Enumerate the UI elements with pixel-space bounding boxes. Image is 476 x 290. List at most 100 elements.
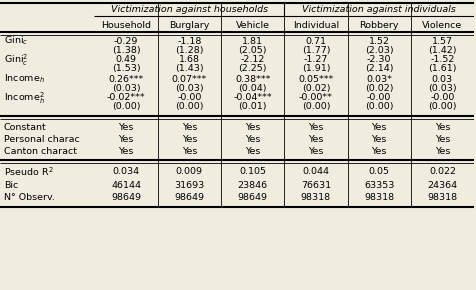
Text: Victimization against households: Victimization against households bbox=[110, 5, 268, 14]
Text: (1.38): (1.38) bbox=[111, 46, 140, 55]
Text: Yes: Yes bbox=[118, 124, 133, 133]
Text: 1.57: 1.57 bbox=[431, 37, 452, 46]
Text: -1.27: -1.27 bbox=[303, 55, 327, 64]
Text: Yes: Yes bbox=[434, 135, 449, 144]
Text: 0.05***: 0.05*** bbox=[298, 75, 333, 84]
Text: 98649: 98649 bbox=[111, 193, 141, 202]
Text: (0.00): (0.00) bbox=[111, 102, 140, 111]
Text: Yes: Yes bbox=[371, 148, 386, 157]
Text: (1.61): (1.61) bbox=[427, 64, 456, 73]
Text: 98649: 98649 bbox=[237, 193, 267, 202]
Text: (0.03): (0.03) bbox=[111, 84, 140, 93]
Text: (1.91): (1.91) bbox=[301, 64, 329, 73]
Text: (0.00): (0.00) bbox=[427, 102, 456, 111]
Text: Gini$_c^2$: Gini$_c^2$ bbox=[4, 52, 28, 68]
Text: (1.28): (1.28) bbox=[175, 46, 203, 55]
Text: Pseudo R$^2$: Pseudo R$^2$ bbox=[4, 166, 53, 178]
Text: 31693: 31693 bbox=[174, 180, 204, 189]
Text: 0.022: 0.022 bbox=[428, 168, 455, 177]
Text: 0.26***: 0.26*** bbox=[108, 75, 143, 84]
Text: 0.105: 0.105 bbox=[238, 168, 266, 177]
Text: 98318: 98318 bbox=[426, 193, 456, 202]
Text: Yes: Yes bbox=[307, 135, 323, 144]
Text: -0.00: -0.00 bbox=[429, 93, 454, 102]
Text: -0.04***: -0.04*** bbox=[233, 93, 271, 102]
Text: (2.25): (2.25) bbox=[238, 64, 266, 73]
Text: (0.00): (0.00) bbox=[175, 102, 203, 111]
Text: Personal charac: Personal charac bbox=[4, 135, 79, 144]
Text: (0.03): (0.03) bbox=[175, 84, 203, 93]
Text: 63353: 63353 bbox=[363, 180, 394, 189]
Text: (1.77): (1.77) bbox=[301, 46, 329, 55]
Text: Bic: Bic bbox=[4, 180, 18, 189]
Text: Yes: Yes bbox=[371, 135, 386, 144]
Text: -1.18: -1.18 bbox=[177, 37, 201, 46]
Text: Income$_h$: Income$_h$ bbox=[4, 73, 45, 85]
Text: Yes: Yes bbox=[181, 148, 197, 157]
Text: Yes: Yes bbox=[118, 135, 133, 144]
Text: 46144: 46144 bbox=[111, 180, 141, 189]
Text: Yes: Yes bbox=[181, 124, 197, 133]
Text: (0.00): (0.00) bbox=[364, 102, 393, 111]
Text: 23846: 23846 bbox=[237, 180, 267, 189]
Text: Gini$_c$: Gini$_c$ bbox=[4, 35, 28, 47]
Text: (2.03): (2.03) bbox=[364, 46, 393, 55]
Text: (0.02): (0.02) bbox=[364, 84, 393, 93]
Text: -0.02***: -0.02*** bbox=[107, 93, 145, 102]
Text: 0.38***: 0.38*** bbox=[234, 75, 270, 84]
Text: Robbery: Robbery bbox=[358, 21, 398, 30]
Text: (2.14): (2.14) bbox=[364, 64, 393, 73]
Text: 0.07***: 0.07*** bbox=[171, 75, 207, 84]
Text: (0.02): (0.02) bbox=[301, 84, 329, 93]
Text: 0.49: 0.49 bbox=[115, 55, 136, 64]
Text: -0.00**: -0.00** bbox=[298, 93, 332, 102]
Text: -2.12: -2.12 bbox=[240, 55, 264, 64]
Text: Yes: Yes bbox=[244, 124, 260, 133]
Text: 24364: 24364 bbox=[426, 180, 456, 189]
Text: Household: Household bbox=[101, 21, 151, 30]
Text: (0.04): (0.04) bbox=[238, 84, 266, 93]
Text: 76631: 76631 bbox=[300, 180, 330, 189]
Text: N° Observ.: N° Observ. bbox=[4, 193, 55, 202]
Text: Burglary: Burglary bbox=[169, 21, 209, 30]
Text: Yes: Yes bbox=[434, 124, 449, 133]
Text: (2.05): (2.05) bbox=[238, 46, 266, 55]
Text: Yes: Yes bbox=[307, 148, 323, 157]
Text: Yes: Yes bbox=[181, 135, 197, 144]
Text: -1.52: -1.52 bbox=[429, 55, 454, 64]
Text: 0.05: 0.05 bbox=[368, 168, 389, 177]
Text: 0.03*: 0.03* bbox=[366, 75, 391, 84]
Text: 1.52: 1.52 bbox=[368, 37, 389, 46]
Text: Income$_h^2$: Income$_h^2$ bbox=[4, 90, 45, 106]
Text: 98318: 98318 bbox=[300, 193, 330, 202]
Text: -0.29: -0.29 bbox=[114, 37, 138, 46]
Text: (1.43): (1.43) bbox=[175, 64, 203, 73]
Text: Yes: Yes bbox=[307, 124, 323, 133]
Text: 0.034: 0.034 bbox=[112, 168, 139, 177]
Text: Yes: Yes bbox=[434, 148, 449, 157]
Text: Yes: Yes bbox=[244, 148, 260, 157]
Text: 98318: 98318 bbox=[363, 193, 393, 202]
Text: 0.009: 0.009 bbox=[176, 168, 202, 177]
Text: Canton charact: Canton charact bbox=[4, 148, 77, 157]
Text: -0.00: -0.00 bbox=[177, 93, 201, 102]
Text: 0.044: 0.044 bbox=[302, 168, 329, 177]
Text: (0.00): (0.00) bbox=[301, 102, 329, 111]
Text: -0.00: -0.00 bbox=[366, 93, 390, 102]
Text: (0.01): (0.01) bbox=[238, 102, 266, 111]
Text: Vehicle: Vehicle bbox=[235, 21, 269, 30]
Text: 0.03: 0.03 bbox=[431, 75, 452, 84]
Text: 1.81: 1.81 bbox=[242, 37, 263, 46]
Text: Constant: Constant bbox=[4, 124, 47, 133]
Text: Yes: Yes bbox=[118, 148, 133, 157]
Text: Victimization against individuals: Victimization against individuals bbox=[302, 5, 455, 14]
Text: Individual: Individual bbox=[292, 21, 338, 30]
Text: (1.53): (1.53) bbox=[111, 64, 140, 73]
Text: Yes: Yes bbox=[371, 124, 386, 133]
Text: 0.71: 0.71 bbox=[305, 37, 326, 46]
Text: -2.30: -2.30 bbox=[366, 55, 391, 64]
Text: (1.42): (1.42) bbox=[427, 46, 456, 55]
Text: 1.68: 1.68 bbox=[178, 55, 199, 64]
Text: 98649: 98649 bbox=[174, 193, 204, 202]
Text: (0.03): (0.03) bbox=[427, 84, 456, 93]
